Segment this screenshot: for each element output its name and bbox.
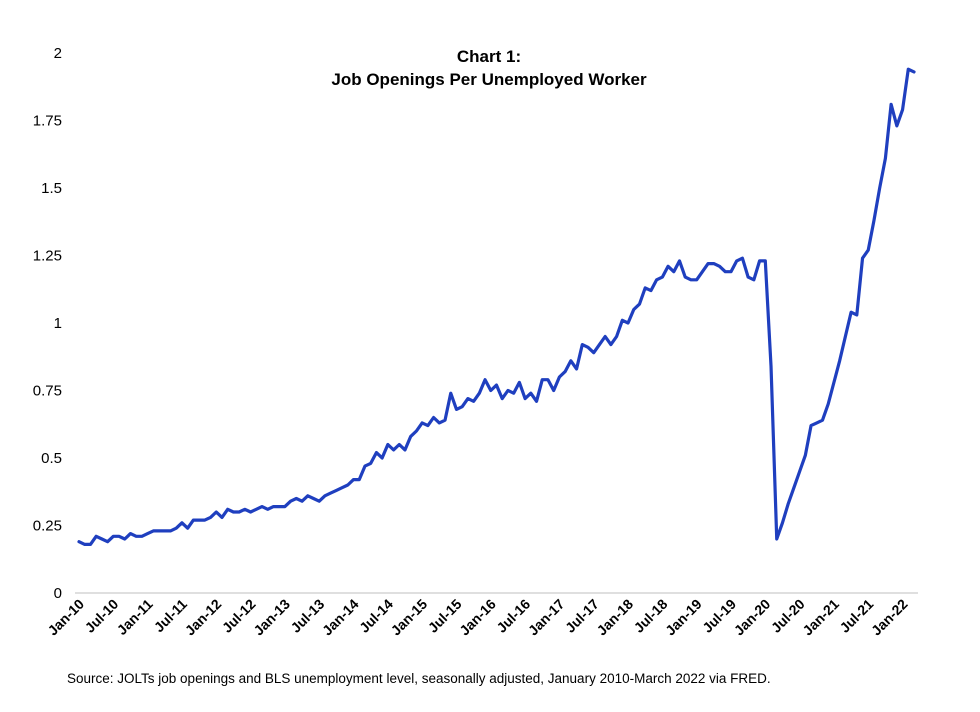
y-tick-label: 2	[54, 45, 62, 62]
chart-subtitle: Job Openings Per Unemployed Worker	[331, 70, 647, 89]
chart-title: Chart 1:	[457, 47, 521, 66]
series-line	[77, 67, 916, 547]
y-axis: 0 0.25 0.5 0.75 1 1.25 1.5 1.75 2	[33, 45, 62, 602]
x-axis: Jan-10Jul-10Jan-11Jul-11Jan-12Jul-12Jan-…	[44, 596, 910, 639]
x-tick-label: Jan-16	[456, 596, 499, 639]
y-tick-label: 1.25	[33, 248, 62, 265]
x-tick-label: Jan-14	[319, 596, 362, 639]
x-tick-label: Jan-20	[731, 596, 774, 639]
y-tick-label: 0.5	[41, 450, 62, 467]
y-tick-label: 0.75	[33, 383, 62, 400]
x-tick-label: Jan-17	[525, 596, 568, 639]
y-tick-label: 1.75	[33, 113, 62, 130]
x-tick-label: Jan-12	[182, 596, 225, 639]
source-note: Source: JOLTs job openings and BLS unemp…	[67, 671, 771, 686]
y-tick-label: 0	[54, 585, 62, 602]
x-tick-label: Jan-13	[250, 596, 293, 639]
y-tick-label: 1.5	[41, 180, 62, 197]
x-tick-label: Jan-11	[114, 596, 156, 638]
x-tick-label: Jan-18	[593, 596, 636, 639]
x-tick-label: Jan-19	[662, 596, 705, 639]
series-group	[77, 67, 916, 547]
x-tick-label: Jan-21	[799, 596, 842, 639]
x-tick-label: Jan-10	[44, 596, 87, 639]
x-tick-label: Jan-15	[388, 596, 431, 639]
y-tick-label: 0.25	[33, 518, 62, 535]
y-tick-label: 1	[54, 315, 62, 332]
x-tick-label: Jan-22	[868, 596, 911, 639]
